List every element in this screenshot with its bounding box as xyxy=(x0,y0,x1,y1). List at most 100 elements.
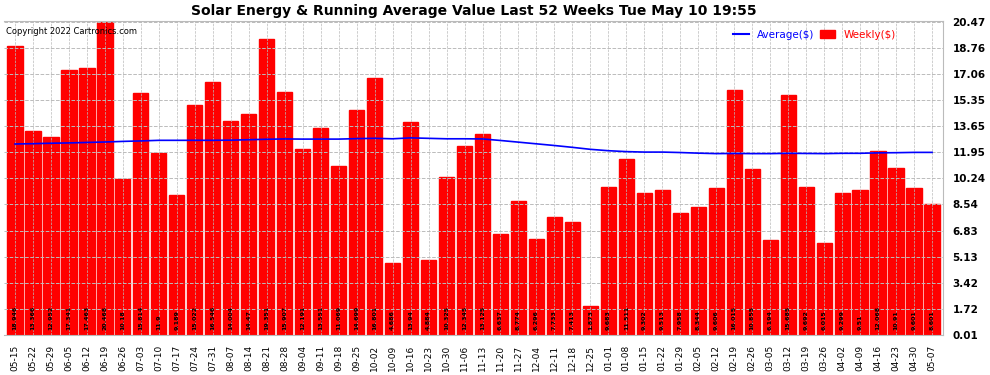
Bar xyxy=(493,234,508,335)
Text: 17.341: 17.341 xyxy=(66,306,71,330)
Text: 9.302: 9.302 xyxy=(642,310,646,330)
Bar xyxy=(456,146,472,335)
Text: 13.94: 13.94 xyxy=(408,310,413,330)
Bar xyxy=(601,187,616,335)
Text: 10.855: 10.855 xyxy=(749,306,754,330)
Text: 15.907: 15.907 xyxy=(282,306,287,330)
Text: 6.637: 6.637 xyxy=(498,310,503,330)
Text: 11.9: 11.9 xyxy=(156,315,161,330)
Bar xyxy=(546,217,562,335)
Bar xyxy=(817,243,832,335)
Bar xyxy=(277,92,292,335)
Bar xyxy=(61,70,76,335)
Text: 15.022: 15.022 xyxy=(192,306,197,330)
Text: 16.801: 16.801 xyxy=(372,306,377,330)
Text: 10.325: 10.325 xyxy=(445,306,449,330)
Bar xyxy=(925,204,940,335)
Bar xyxy=(799,187,814,335)
Text: Copyright 2022 Cartronics.com: Copyright 2022 Cartronics.com xyxy=(6,27,137,36)
Text: 8.774: 8.774 xyxy=(516,310,521,330)
Bar xyxy=(205,82,221,335)
Text: 9.513: 9.513 xyxy=(659,310,665,330)
Bar xyxy=(385,263,400,335)
Bar xyxy=(619,159,634,335)
Bar xyxy=(907,188,922,335)
Text: 17.463: 17.463 xyxy=(84,306,89,330)
Bar xyxy=(780,95,796,335)
Text: 8.344: 8.344 xyxy=(696,310,701,330)
Bar xyxy=(852,190,868,335)
Text: 7.413: 7.413 xyxy=(570,310,575,330)
Bar xyxy=(7,45,23,335)
Text: 13.551: 13.551 xyxy=(318,306,323,330)
Bar xyxy=(835,193,849,335)
Text: 20.468: 20.468 xyxy=(102,306,107,330)
Bar xyxy=(259,39,274,335)
Text: 13.125: 13.125 xyxy=(480,306,485,330)
Bar xyxy=(709,188,724,335)
Text: 6.015: 6.015 xyxy=(822,310,827,330)
Bar xyxy=(564,222,580,335)
Text: 11.511: 11.511 xyxy=(624,306,629,330)
Text: 12.068: 12.068 xyxy=(875,306,881,330)
Text: 7.733: 7.733 xyxy=(552,310,557,330)
Text: 1.873: 1.873 xyxy=(588,310,593,330)
Text: 9.606: 9.606 xyxy=(714,310,719,330)
Text: 14.47: 14.47 xyxy=(247,310,251,330)
Text: 6.194: 6.194 xyxy=(767,310,773,330)
Bar xyxy=(223,121,239,335)
Text: 10.18: 10.18 xyxy=(121,310,126,330)
Text: 12.952: 12.952 xyxy=(49,306,53,330)
Bar xyxy=(421,260,437,335)
Bar xyxy=(115,179,131,335)
Text: 6.296: 6.296 xyxy=(534,310,539,330)
Bar xyxy=(242,114,256,335)
Text: 13.366: 13.366 xyxy=(31,306,36,330)
Text: 4.884: 4.884 xyxy=(426,310,431,330)
Bar xyxy=(134,93,148,335)
Bar xyxy=(295,149,310,335)
Bar xyxy=(187,105,202,335)
Bar xyxy=(583,306,598,335)
Title: Solar Energy & Running Average Value Last 52 Weeks Tue May 10 19:55: Solar Energy & Running Average Value Las… xyxy=(191,4,756,18)
Text: 8.601: 8.601 xyxy=(930,310,935,330)
Bar xyxy=(439,177,454,335)
Bar xyxy=(349,110,364,335)
Bar xyxy=(151,153,166,335)
Text: 19.351: 19.351 xyxy=(264,306,269,330)
Text: 12.191: 12.191 xyxy=(300,306,305,330)
Bar xyxy=(511,201,526,335)
Text: 14.699: 14.699 xyxy=(354,306,359,330)
Text: 11.069: 11.069 xyxy=(337,306,342,330)
Bar xyxy=(79,68,94,335)
Bar xyxy=(870,151,886,335)
Bar xyxy=(169,195,184,335)
Text: 9.51: 9.51 xyxy=(857,315,862,330)
Text: 18.946: 18.946 xyxy=(13,306,18,330)
Text: 12.345: 12.345 xyxy=(462,306,467,330)
Bar xyxy=(313,128,329,335)
Bar xyxy=(654,190,670,335)
Bar xyxy=(44,137,58,335)
Text: 16.546: 16.546 xyxy=(210,306,215,330)
Text: 9.683: 9.683 xyxy=(606,310,611,330)
Text: 4.686: 4.686 xyxy=(390,310,395,330)
Bar xyxy=(331,166,346,335)
Text: 16.015: 16.015 xyxy=(732,306,737,330)
Bar xyxy=(672,213,688,335)
Bar xyxy=(26,131,41,335)
Text: 9.189: 9.189 xyxy=(174,310,179,330)
Bar xyxy=(475,135,490,335)
Text: 14.004: 14.004 xyxy=(229,306,234,330)
Text: 15.814: 15.814 xyxy=(139,306,144,330)
Text: 9.601: 9.601 xyxy=(912,310,917,330)
Bar xyxy=(888,168,904,335)
Bar xyxy=(762,240,778,335)
Bar xyxy=(744,169,760,335)
Bar xyxy=(403,122,418,335)
Text: 10.91: 10.91 xyxy=(894,310,899,330)
Text: 15.685: 15.685 xyxy=(786,306,791,330)
Legend: Average($), Weekly($): Average($), Weekly($) xyxy=(729,26,900,44)
Bar xyxy=(97,22,113,335)
Bar xyxy=(691,207,706,335)
